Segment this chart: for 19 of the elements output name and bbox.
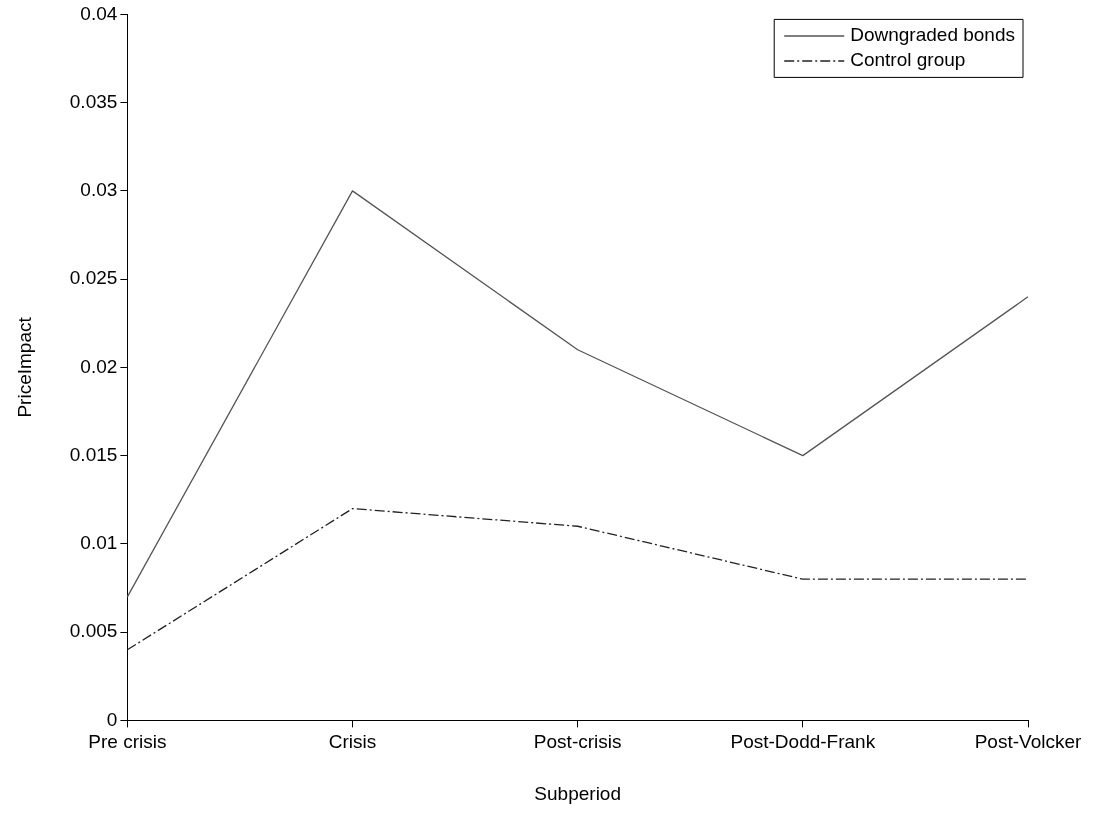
y-tick-label: 0 [106, 708, 118, 730]
x-tick-label: Post-crisis [533, 731, 622, 753]
x-tick-label: Pre crisis [88, 731, 167, 753]
x-tick-label: Post-Volcker [974, 731, 1082, 753]
x-axis-title: Subperiod [534, 782, 621, 804]
x-tick-label: Crisis [328, 731, 377, 753]
y-tick-label: 0.025 [69, 267, 118, 289]
y-axis-title: PriceImpact [13, 316, 35, 418]
legend-label: Downgraded bonds [850, 24, 1016, 46]
legend-label: Control group [850, 49, 966, 71]
y-tick-label: 0.01 [80, 532, 118, 554]
y-tick-label: 0.02 [80, 355, 118, 377]
y-tick-label: 0.04 [80, 2, 118, 24]
line-series [126, 507, 1029, 651]
x-tick-label: Post-Dodd-Frank [730, 731, 876, 753]
y-tick-label: 0.035 [69, 90, 118, 112]
y-tick-label: 0.03 [80, 179, 118, 201]
y-tick-label: 0.015 [69, 443, 118, 465]
y-tick-label: 0.005 [69, 620, 118, 642]
